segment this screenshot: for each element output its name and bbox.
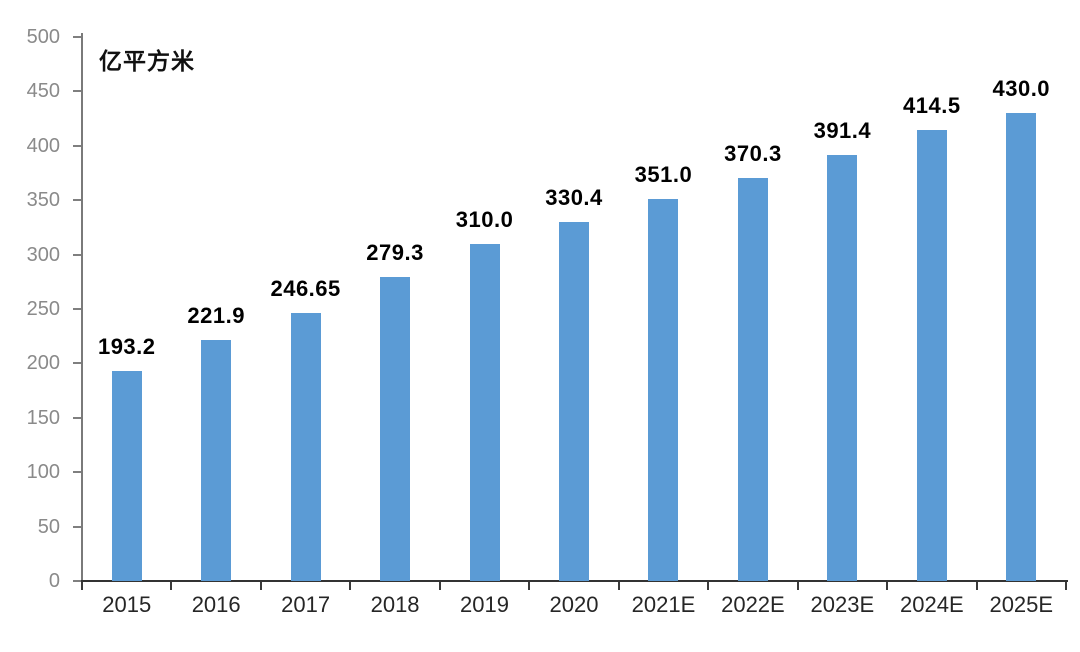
bar-value-label: 414.5 [903,93,961,119]
bar [916,130,947,581]
x-axis-tick [1065,582,1067,590]
bar [737,178,768,581]
y-axis-tick-label: 250 [26,298,60,320]
y-axis-tick [73,199,81,202]
x-axis-tick-label: 2021E [631,592,696,617]
y-axis-tick-label: 450 [26,80,60,103]
bar [111,370,142,581]
x-axis-tick-label: 2016 [191,592,241,617]
y-axis-tick-label: 0 [48,570,60,592]
bar-value-label: 430.0 [992,76,1051,102]
y-axis-tick-label: 500 [26,26,60,48]
x-axis-tick-label: 2017 [281,592,331,617]
y-axis-tick [73,253,81,256]
plot-area: 193.2 221.9 246.65 279.3 310.0 330.4 351.0 370.… [82,37,1066,581]
x-axis-tick [81,582,83,590]
x-axis-tick-label: 2015 [102,592,152,617]
bar-value-label: 391.4 [813,118,872,144]
bar [648,199,679,581]
x-axis-tick [707,582,710,590]
x-axis-tick-label: 2024E [900,592,964,617]
x-axis-tick-label: 2023E [810,592,875,617]
bar-value-label: 351.0 [634,162,693,188]
bar [1006,113,1037,581]
x-axis-tick [528,582,531,590]
y-axis-tick-label: 50 [37,515,60,538]
x-axis-tick-label: 2019 [460,592,509,617]
x-axis-tick [259,582,262,590]
y-axis-tick-label: 400 [26,134,60,157]
x-axis-tick [617,582,620,590]
y-axis-tick [73,362,81,365]
y-axis-tick [73,580,81,582]
y-axis-tick-label: 300 [26,243,60,266]
bar [380,277,411,581]
bar-value-label: 330.4 [545,184,603,210]
y-axis-tick [73,144,81,147]
bar-value-label: 246.65 [270,275,341,301]
x-axis-tick [349,582,352,590]
y-axis-tick [73,416,81,419]
y-axis-tick-label: 200 [26,352,60,375]
x-axis-tick-label: 2020 [549,592,599,617]
bar-value-label: 370.3 [724,141,782,167]
x-axis-tick [796,582,799,590]
x-axis-line [80,580,1068,582]
x-axis-tick [975,582,978,590]
x-axis-tick [170,582,173,590]
y-axis-tick [73,90,81,93]
x-axis-tick-label: 2018 [370,592,420,617]
y-axis-tick [73,525,81,528]
x-axis-tick [886,582,889,590]
y-axis-line [81,33,83,590]
y-axis-tick [73,471,81,474]
bar [559,221,589,581]
y-axis-tick [73,36,81,38]
bar-value-label: 310.0 [455,206,514,232]
y-axis-tick-label: 150 [26,406,60,429]
bar [469,243,500,581]
x-axis-tick-label: 2022E [721,592,785,617]
bar [201,339,232,581]
x-axis-tick-label: 2025E [989,592,1054,617]
y-axis-tick [73,308,81,310]
bar-value-label: 193.2 [97,333,156,359]
bar-value-label: 221.9 [187,302,245,328]
bar [290,312,321,581]
x-axis-tick [438,582,441,590]
bar [827,155,858,581]
y-axis-tick-label: 350 [26,189,60,212]
y-axis-tick-label: 100 [26,461,60,484]
y-axis-unit-label: 亿平方米 [99,48,195,74]
bar-value-label: 279.3 [366,240,424,266]
